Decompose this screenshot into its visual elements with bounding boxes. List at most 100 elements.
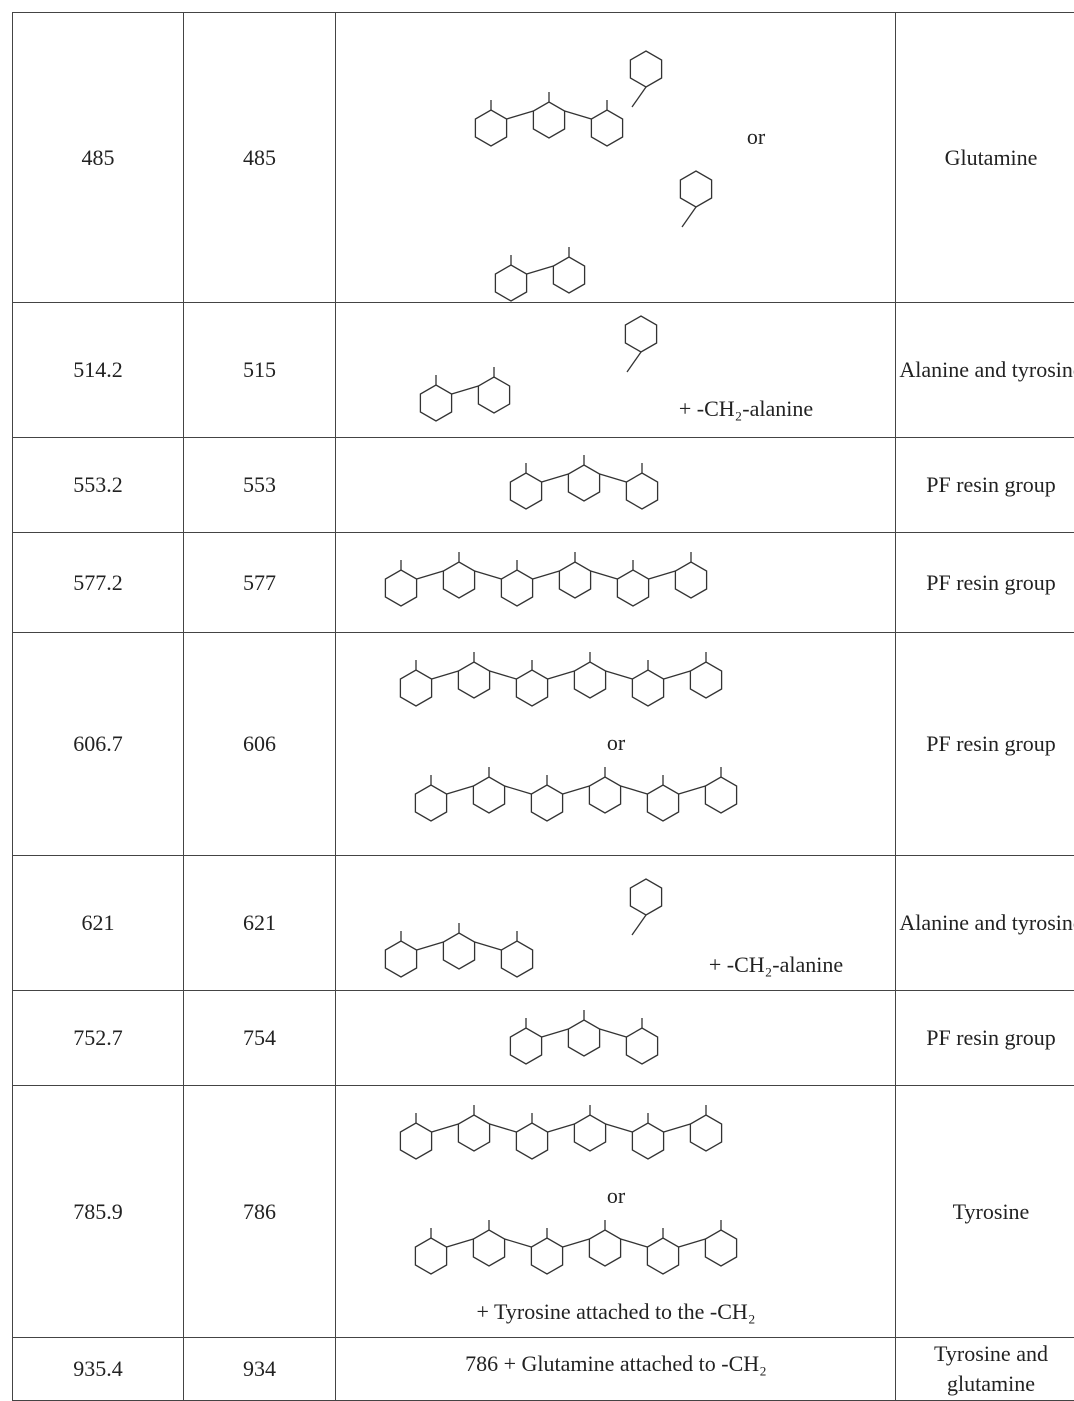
structure-cell: or [336,13,896,303]
ring [617,570,648,606]
bond [606,671,633,679]
calculated-mass: 786 [184,1086,336,1338]
ring [458,1115,489,1151]
bond [632,87,646,107]
ring [420,385,451,421]
assignment: PF resin group [896,991,1074,1086]
calculated-mass: 515 [184,303,336,438]
structure [336,439,894,532]
bond [417,942,444,950]
ring [475,110,506,146]
ring [589,1230,620,1266]
ring [510,473,541,509]
structure-cell: + -CH₂-alanine [336,856,896,991]
structure-cell: or [336,633,896,856]
ring [473,1230,504,1266]
structure-cell [336,533,896,633]
structure-cell [336,991,896,1086]
bond [679,786,706,794]
ring [690,662,721,698]
bond [548,1124,575,1132]
ring [630,51,661,87]
observed-mass: 785.9 [13,1086,184,1338]
assignment: Tyrosine [896,1086,1074,1338]
ring [415,1238,446,1274]
observed-mass: 752.7 [13,991,184,1086]
ring [516,1123,547,1159]
ring [533,102,564,138]
bond [432,1124,459,1132]
structure: or [336,634,894,855]
ring [559,562,590,598]
calculated-mass: 553 [184,438,336,533]
bond [600,474,627,482]
ring [501,941,532,977]
ring [625,316,656,352]
ring [553,257,584,293]
assignment: PF resin group [896,533,1074,633]
bond [632,915,646,935]
bond [527,266,554,274]
bond [452,386,479,394]
ring [705,777,736,813]
bond [447,786,474,794]
bond [565,111,592,119]
bond [682,207,696,227]
ring [400,1123,431,1159]
observed-mass: 606.7 [13,633,184,856]
ring [458,662,489,698]
ring [501,570,532,606]
ring [415,785,446,821]
ring [589,777,620,813]
bond [432,671,459,679]
assignment: Alanine and tyrosine [896,856,1074,991]
bond [664,1124,691,1132]
structure: 786 + Glutamine attached to -CH₂ [336,1339,894,1400]
ring [385,570,416,606]
ring [568,1020,599,1056]
bond [606,1124,633,1132]
structure-cell: + -CH₂-alanine [336,303,896,438]
structure: or+ Tyrosine attached to the -CH₂ [336,1087,894,1337]
calculated-mass: 621 [184,856,336,991]
ring [626,1028,657,1064]
calculated-mass: 577 [184,533,336,633]
structure [336,534,894,632]
bond [664,671,691,679]
ring [632,1123,663,1159]
bond [563,786,590,794]
structure-note: + -CH₂-alanine [709,952,843,977]
bond [533,571,560,579]
observed-mass: 577.2 [13,533,184,633]
bond [649,571,676,579]
bond [563,1239,590,1247]
bond [490,671,517,679]
ring [531,785,562,821]
ring [626,473,657,509]
ring [473,777,504,813]
structure: + -CH₂-alanine [336,857,894,990]
bond [542,1029,569,1037]
structure-note: or [607,730,626,755]
bond [627,352,641,372]
structure-note: or [607,1183,626,1208]
bond [600,1029,627,1037]
bond [475,571,502,579]
ring [531,1238,562,1274]
observed-mass: 621 [13,856,184,991]
calculated-mass: 606 [184,633,336,856]
assignment: Alanine and tyrosine [896,303,1074,438]
bond [507,111,534,119]
bond [475,942,502,950]
bond [490,1124,517,1132]
ring [400,670,431,706]
ring [574,1115,605,1151]
bond [417,571,444,579]
